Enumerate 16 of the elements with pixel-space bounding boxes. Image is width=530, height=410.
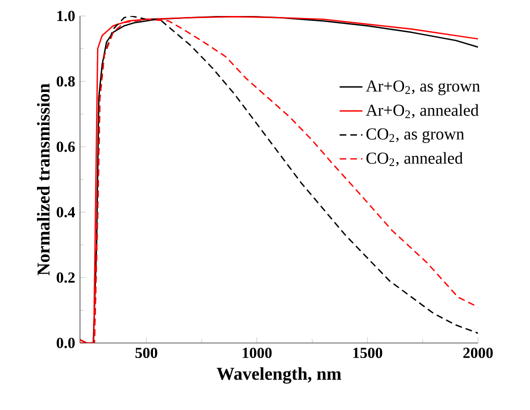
y-tick-label: 0.2 — [56, 272, 75, 283]
legend-label: Ar+O$_{2}$, as grown — [366, 80, 480, 96]
legend-label: CO$_{2}$, as grown — [366, 128, 464, 144]
y-tick-label: 0.4 — [56, 207, 76, 218]
legend-label: CO$_{2}$, annealed — [366, 152, 463, 166]
y-tick-label: 1.0 — [57, 10, 75, 22]
y-axis-title: Normalized transmission — [36, 84, 50, 276]
x-tick-label: 2000 — [463, 348, 493, 358]
y-tick-label: 0.8 — [56, 76, 75, 87]
y-tick-label: 0.0 — [56, 338, 75, 348]
x-tick-label: 1500 — [353, 348, 382, 358]
x-tick-label: 1000 — [242, 348, 272, 358]
x-axis-title: Wavelength, nm — [216, 367, 342, 384]
x-tick-label: 500 — [135, 348, 158, 358]
legend-label: Ar+O$_{2}$, annealed — [366, 104, 479, 118]
y-tick-label: 0.6 — [56, 142, 75, 152]
